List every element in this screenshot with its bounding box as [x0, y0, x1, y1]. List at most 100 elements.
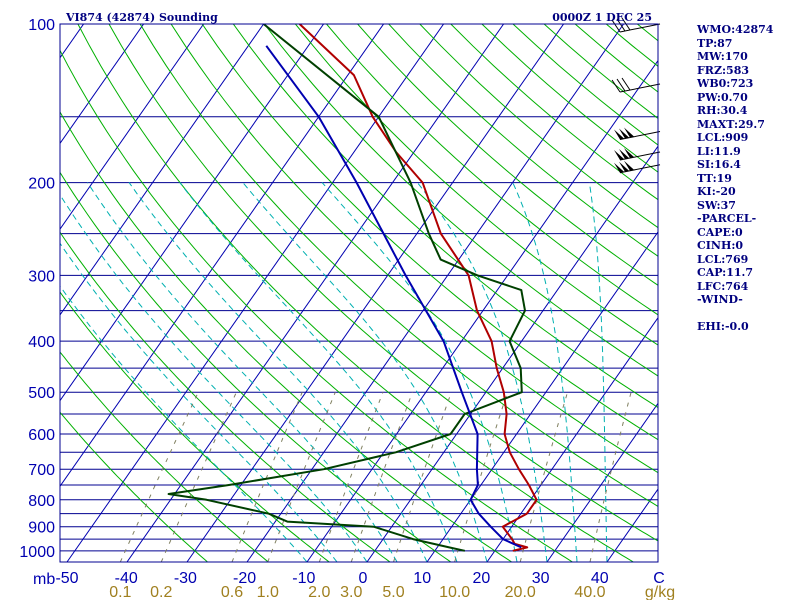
index-line: LCL:769 — [697, 252, 749, 266]
mixing-ratio-label: 10.0 — [439, 584, 470, 600]
pressure-tick-label: 200 — [28, 176, 55, 193]
dry-adiabat-line — [295, 24, 658, 346]
dry-adiabat-line — [60, 171, 452, 562]
index-line: KI:-20 — [697, 185, 736, 198]
index-line: -WIND- — [697, 293, 743, 306]
dry-adiabat-line — [139, 24, 658, 507]
moist-adiabat-line — [179, 182, 458, 562]
dry-adiabat-line — [264, 24, 658, 377]
index-line: SW:37 — [697, 198, 736, 212]
index-line — [697, 307, 773, 321]
dry-adiabat-line — [201, 24, 658, 441]
index-line: -PARCEL- — [697, 212, 757, 225]
pressure-unit-label: mb — [33, 571, 55, 588]
pressure-tick-label: 900 — [28, 520, 55, 537]
mixing-ratio-label: g/kg — [645, 584, 675, 600]
pressure-tick-label: 600 — [28, 427, 55, 444]
isotherm-line — [60, 24, 145, 145]
moist-adiabat-line — [512, 182, 578, 562]
mixing-ratio-label: 0.2 — [150, 584, 172, 600]
dewpoint-trace — [167, 24, 526, 552]
moist-adiabat-line — [417, 182, 548, 562]
index-line: CAPE:0 — [697, 225, 743, 239]
plot-frame — [59, 23, 659, 563]
mixing-ratio-line — [519, 392, 568, 562]
isotherm-line — [486, 316, 658, 562]
isotherm-line — [60, 24, 265, 316]
valid-time: 0000Z 1 DEC 25 — [552, 11, 652, 24]
moist-adiabat-line — [588, 182, 608, 562]
wind-barb — [614, 160, 661, 174]
isotherm-line — [366, 145, 658, 562]
isotherm-line — [126, 24, 505, 562]
moist-adiabat-line — [60, 242, 338, 562]
index-line: RH:30.4 — [697, 104, 748, 117]
pressure-tick-label: 100 — [28, 17, 55, 34]
dry-adiabat-line — [388, 24, 658, 257]
mixing-ratio-label: 1.0 — [257, 584, 279, 600]
temperature-tick-label: 20 — [473, 570, 491, 587]
dry-adiabat-line — [60, 411, 208, 562]
isotherm-line — [60, 24, 385, 488]
wind-barb — [611, 77, 661, 93]
index-line: EHI:-0.0 — [697, 320, 749, 333]
index-line: LCL:909 — [697, 131, 749, 144]
index-line: WB0:723 — [697, 77, 754, 90]
isotherm-line — [60, 24, 325, 402]
index-line: LFC:764 — [697, 279, 749, 293]
temperature-tick-label: 10 — [413, 570, 431, 587]
mixing-ratio-label: 0.6 — [221, 584, 243, 600]
wind-barb — [614, 148, 661, 161]
isotherm-line — [186, 24, 565, 562]
mixing-ratio-line — [318, 392, 384, 562]
mixing-ratio-line — [454, 392, 508, 562]
dry-adiabat-line — [108, 24, 658, 542]
dry-adiabat-line — [326, 24, 658, 316]
index-line: MW:170 — [697, 50, 748, 63]
index-line: LI:11.9 — [697, 144, 741, 158]
pressure-tick-label: 800 — [28, 493, 55, 510]
wind-barbs — [611, 17, 661, 174]
pressure-tick-label: 500 — [28, 385, 55, 402]
mixing-ratio-line — [231, 392, 303, 562]
index-line: TT:19 — [697, 171, 732, 185]
mixing-ratio-label: 40.0 — [574, 584, 605, 600]
moist-adiabat-line — [60, 285, 308, 562]
pressure-tick-label: 700 — [28, 462, 55, 479]
mixing-ratio-label: 3.0 — [340, 584, 362, 600]
index-line: PW:0.70 — [697, 90, 748, 104]
mixing-ratio-line — [350, 392, 413, 562]
sounding-traces — [167, 24, 538, 552]
pressure-tick-label: 400 — [28, 334, 55, 351]
dry-adiabat-line — [170, 24, 658, 474]
index-line: CINH:0 — [697, 239, 744, 252]
temperature-tick-label: -40 — [115, 570, 138, 587]
mixing-ratio-line — [119, 391, 199, 562]
chart-title: VI874 (42874) Sounding — [65, 11, 218, 24]
isotherm-line — [66, 24, 445, 562]
index-line: TP:87 — [697, 36, 733, 50]
isotherm-line — [60, 24, 205, 231]
mixing-ratio-label: 0.1 — [109, 584, 131, 600]
moist-adiabat-line — [242, 182, 488, 562]
index-line: WMO:42874 — [697, 23, 774, 36]
mixing-ratio-line — [589, 392, 632, 562]
dry-adiabat-line — [77, 24, 634, 562]
isotherm-line — [426, 231, 658, 562]
background-grid — [60, 24, 658, 562]
parcel-trace — [265, 45, 522, 549]
mixing-ratio-label: 20.0 — [505, 584, 536, 600]
dry-adiabat-line — [60, 351, 269, 562]
index-line: FRZ:583 — [697, 63, 750, 77]
dry-adiabat-line — [60, 49, 573, 562]
mixing-ratio-label: 2.0 — [308, 584, 330, 600]
dry-adiabat-line — [60, 110, 512, 562]
temperature-tick-label: -30 — [174, 570, 197, 587]
temperature-tick-label: 0 — [359, 570, 368, 587]
temperature-tick-label: -20 — [233, 570, 256, 587]
mixing-ratio-line — [393, 392, 452, 562]
temperature-tick-label: -50 — [55, 570, 78, 587]
temperature-tick-label: -10 — [292, 570, 315, 587]
